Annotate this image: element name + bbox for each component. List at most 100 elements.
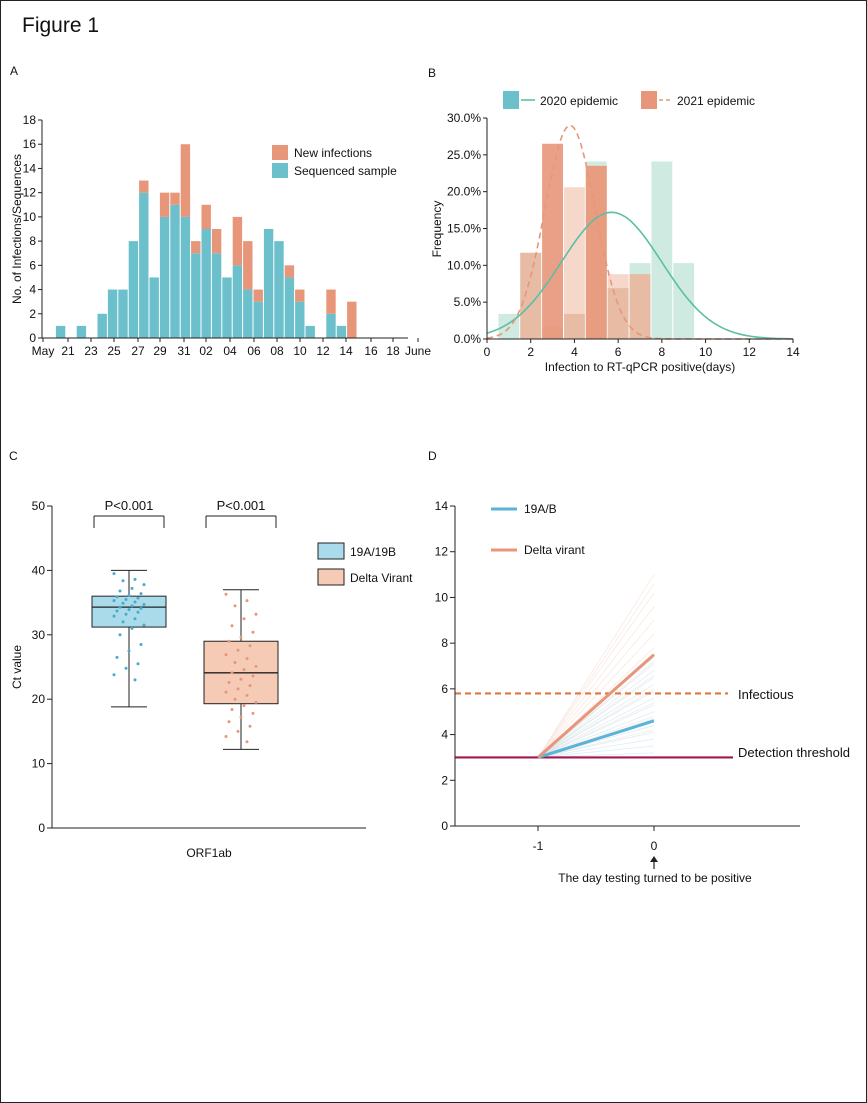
axis-title-x-b: Infection to RT-qPCR positive(days) [545,360,736,374]
data-point [133,617,137,621]
bar-sequenced [180,216,191,338]
data-point [139,606,143,610]
bar-new-infection [284,265,295,278]
tick-label-y-c: 0 [38,821,45,835]
bar-overlap [564,313,585,339]
bar-sequenced [326,313,336,338]
tick-label-y-a: 0 [29,331,36,345]
data-point [242,617,246,621]
tick-label-y-d: 8 [441,636,448,650]
bar-sequenced [336,325,347,338]
tick-label-y-c: 40 [32,563,46,577]
bar-sequenced [263,229,274,338]
bar-sequenced [149,277,159,338]
data-point [127,608,131,612]
tick-label-x-b: 0 [484,345,491,359]
tick-label-y-c: 30 [32,628,46,642]
data-point [224,592,228,596]
data-point [130,604,134,608]
line-19a-b [537,719,655,759]
data-point [139,642,143,646]
spread-line-delta [537,583,655,758]
data-point [251,711,255,715]
bar-sequenced [76,325,87,338]
data-point [236,729,240,733]
data-point [112,673,116,677]
p-value-label: P<0.001 [217,498,266,513]
data-point [130,626,134,630]
bar-new-infection [191,241,201,254]
data-point [118,589,122,593]
data-point [224,653,228,657]
bar-new-infection [243,241,253,290]
tick-label-y-a: 2 [29,307,36,321]
threshold-label-infectious: Infectious [738,687,794,702]
curve-2020-epidemic [486,211,793,340]
data-point [227,720,231,724]
p-value-label: P<0.001 [105,498,154,513]
bar-sequenced [274,241,284,338]
line-delta-virant [537,653,655,759]
data-point [115,609,119,613]
figure-title: Figure 1 [22,14,100,37]
data-point [248,644,252,648]
data-point [230,624,234,628]
bar-new-infection [201,204,211,229]
axis-title-x-c: ORF1ab [186,846,232,860]
tick-label-y-c: 10 [32,757,46,771]
panel-label-b: B [428,66,437,80]
legend-label-19a-19b: 19A/19B [350,545,396,559]
tick-label-y-a: 10 [23,210,37,224]
tick-label-y-b: 15.0% [447,222,481,236]
legend-label-2020: 2020 epidemic [540,94,618,108]
data-point [133,577,137,581]
legend-swatch-sequenced-sample [272,163,288,178]
tick-label-x-a: 06 [247,344,261,358]
data-point [112,572,116,576]
curve-2021-epidemic [486,124,793,340]
tick-label-x-b: 6 [615,345,622,359]
tick-label-y-a: 18 [23,113,37,127]
tick-label-x-a: 18 [386,344,400,358]
data-point [127,594,131,598]
bar-sequenced [211,253,222,338]
axis-title-y-a: No. of Infections/Sequences [10,154,24,304]
spread-line-delta [537,702,655,758]
data-point [242,704,246,708]
tick-label-y-c: 20 [32,692,46,706]
tick-label-x-d: -1 [533,839,544,853]
data-point [124,666,128,670]
tick-label-y-d: 4 [441,728,448,742]
threshold-label-detection: Detection threshold [738,745,850,760]
bar-sequenced [284,277,295,338]
tick-label-y-c: 50 [32,499,46,513]
tick-label-y-d: 2 [441,773,448,787]
tick-label-x-a: 25 [107,344,121,358]
spread-line-19a-b [537,738,655,758]
data-point [121,601,125,605]
tick-label-y-a: 4 [29,283,36,297]
tick-label-y-b: 20.0% [447,185,481,199]
data-point [233,660,237,664]
spread-line-delta [537,574,655,758]
tick-label-x-a: June [405,344,431,358]
bar-new-infection [253,289,263,302]
tick-label-y-b: 0.0% [454,332,482,346]
spread-line-delta [537,688,655,758]
data-point [124,597,128,601]
data-point [254,664,258,668]
tick-label-x-a: 27 [131,344,145,358]
data-point [130,586,134,590]
spread-line-delta [537,620,655,758]
tick-label-x-a: 29 [153,344,167,358]
spread-line-19a-b [537,670,655,758]
tick-label-x-a: 14 [339,344,353,358]
bar-sequenced [232,265,243,338]
bar-sequenced [170,204,180,338]
bar-new-infection [295,289,305,302]
spread-line-19a-b [537,683,655,758]
data-point [139,592,143,596]
data-point [136,610,140,614]
legend-label-delta-virant: Delta virant [524,543,585,557]
tick-label-y-b: 30.0% [447,111,481,125]
